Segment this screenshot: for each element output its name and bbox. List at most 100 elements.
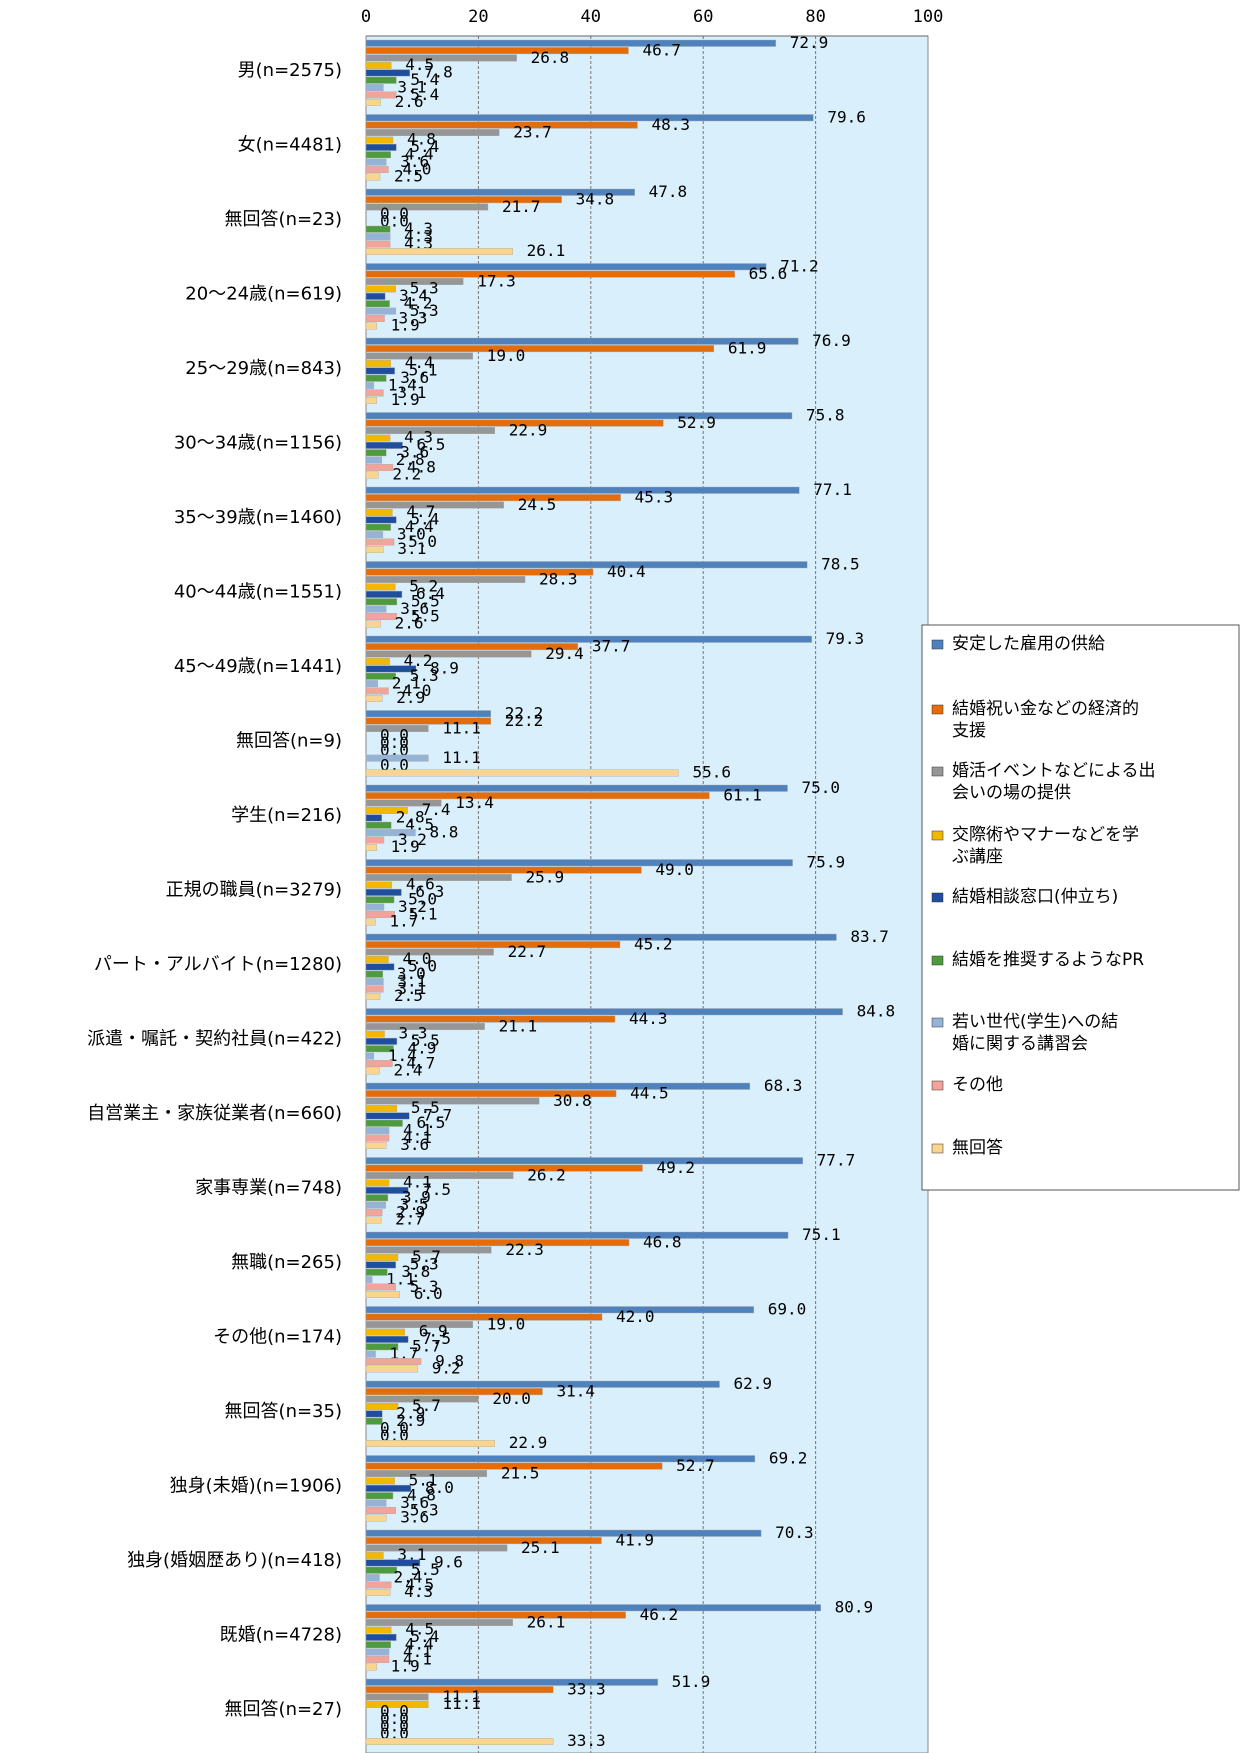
data-label: 79.3 [826, 629, 865, 648]
bar [365, 1060, 393, 1068]
bar [365, 941, 621, 949]
data-label: 21.1 [499, 1016, 538, 1035]
bar [365, 836, 385, 844]
bar [365, 1239, 630, 1247]
data-label: 26.8 [531, 48, 570, 67]
bar [365, 1350, 376, 1358]
data-label: 25.1 [521, 1538, 560, 1557]
data-label: 4.9 [408, 1039, 437, 1058]
bar [365, 1559, 421, 1567]
bar [365, 1335, 409, 1343]
data-label: 3.1 [397, 539, 426, 558]
data-label: 31.4 [556, 1381, 595, 1400]
bar [365, 1388, 543, 1396]
bar [365, 1097, 540, 1105]
bar [365, 501, 504, 509]
bar [365, 456, 382, 464]
bar [365, 1492, 394, 1500]
bar [365, 114, 814, 122]
data-label: 3.1 [397, 77, 426, 96]
category-label: 40～44歳(n=1551) [174, 582, 342, 603]
legend-label: 交際術やマナーなどを学 [952, 825, 1139, 845]
bar [365, 1321, 473, 1329]
bar [365, 270, 735, 278]
bar [365, 821, 392, 829]
bar [365, 1276, 373, 1284]
data-label: 2.9 [396, 1202, 425, 1221]
data-label: 52.9 [677, 413, 716, 432]
bar [365, 69, 411, 77]
data-label: 2.7 [395, 1210, 424, 1229]
data-label: 7.4 [422, 800, 451, 819]
data-label: 5.5 [411, 1098, 440, 1117]
bar [365, 911, 395, 918]
bar [365, 240, 391, 248]
data-label: 2.5 [394, 986, 423, 1005]
data-label: 1.9 [391, 1657, 420, 1676]
bar [365, 1604, 821, 1612]
bar [365, 337, 799, 345]
legend-swatch [931, 955, 944, 966]
data-label: 9.2 [432, 1359, 461, 1378]
legend-swatch [931, 830, 944, 841]
bar [365, 1157, 803, 1165]
bar [365, 91, 397, 99]
bar [365, 881, 393, 889]
bar [365, 1253, 399, 1261]
bar [365, 419, 664, 427]
bar [365, 1365, 418, 1373]
data-label: 46.8 [643, 1232, 682, 1251]
data-label: 76.9 [812, 331, 851, 350]
data-label: 68.3 [764, 1076, 803, 1095]
legend-swatch [931, 1080, 944, 1091]
bar [365, 1328, 405, 1336]
bar [365, 1551, 384, 1559]
bar [365, 1633, 397, 1641]
data-label: 3.6 [400, 1135, 429, 1154]
data-label: 1.9 [391, 837, 420, 856]
bar [365, 1067, 380, 1075]
legend-label: ぶ講座 [952, 847, 1003, 867]
bar [365, 494, 621, 502]
data-label: 3.1 [397, 383, 426, 402]
bar [365, 874, 512, 881]
data-label: 3.6 [400, 1493, 429, 1512]
data-label: 29.4 [545, 644, 584, 663]
data-label: 79.6 [827, 108, 866, 127]
bar [365, 590, 403, 598]
data-label: 11.1 [442, 1694, 481, 1713]
bar [365, 307, 396, 315]
data-label: 5.0 [408, 957, 437, 976]
bar [365, 1313, 603, 1321]
legend-label: 結婚相談窓口(仲立ち) [952, 887, 1118, 907]
data-label: 5.0 [408, 532, 437, 551]
data-label: 4.4 [405, 517, 434, 536]
bar [365, 389, 384, 397]
data-label: 3.6 [400, 368, 429, 387]
bar [365, 933, 837, 941]
data-label: 11.1 [442, 748, 481, 767]
data-label: 4.5 [405, 1620, 434, 1639]
data-label: 4.1 [403, 1173, 432, 1192]
data-label: 1.9 [391, 316, 420, 335]
bar [365, 173, 381, 181]
data-label: 5.1 [409, 361, 438, 380]
bar [365, 62, 392, 69]
data-label: 49.2 [657, 1158, 696, 1177]
category-label: 独身(婚姻歴あり)(n=418) [127, 1550, 342, 1571]
data-label: 6.5 [417, 435, 446, 454]
data-label: 4.6 [406, 875, 435, 894]
legend-label: 若い世代(学生)への結 [952, 1012, 1118, 1032]
bar [365, 166, 389, 174]
bar [365, 650, 532, 658]
bar [365, 1700, 429, 1708]
data-label: 48.3 [651, 115, 690, 134]
legend-swatch [931, 704, 944, 715]
data-label: 65.6 [749, 264, 788, 283]
data-label: 4.1 [403, 1120, 432, 1139]
bar [365, 486, 800, 494]
data-label: 3.8 [401, 1262, 430, 1281]
data-label: 8.9 [430, 659, 459, 678]
bar [365, 449, 387, 457]
bar [365, 583, 396, 591]
